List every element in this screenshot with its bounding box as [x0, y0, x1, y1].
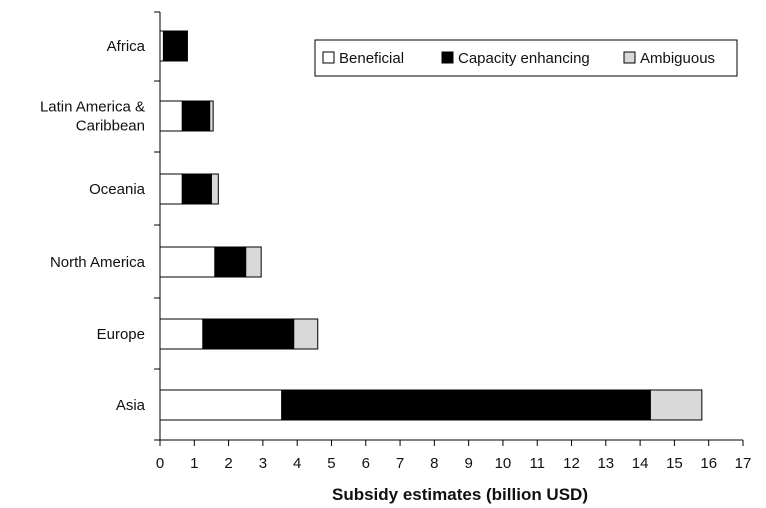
bar-segment [649, 389, 703, 421]
x-tick-label: 14 [632, 455, 649, 472]
bar-segment [293, 318, 319, 350]
bar-segment [202, 318, 295, 350]
legend: Beneficial Capacity enhancing Ambiguous [314, 39, 738, 77]
bar-segment [162, 30, 188, 62]
x-tick-label: 6 [362, 455, 370, 472]
bar-segment [159, 389, 283, 421]
x-tick-label: 17 [735, 455, 752, 472]
x-tick-label: 1 [190, 455, 198, 472]
category-label: Latin America & Caribbean [40, 99, 145, 135]
x-tick-label: 9 [464, 455, 472, 472]
category-labels: Africa Latin America & Caribbean Oceania Nor… [40, 38, 146, 414]
bar-segment [210, 173, 219, 205]
category-label: Asia [116, 397, 146, 414]
x-tick-label: 12 [563, 455, 580, 472]
bar-segment [159, 246, 216, 278]
x-tick-label: 13 [597, 455, 614, 472]
legend-swatch [322, 51, 335, 64]
category-label: Oceania [89, 181, 146, 198]
bar-segment [181, 100, 211, 132]
category-label: North America [50, 254, 146, 271]
legend-label: Beneficial [339, 50, 404, 67]
x-tick-label: 0 [156, 455, 164, 472]
legend-swatch [623, 51, 636, 64]
bar-segment [214, 246, 247, 278]
legend-label: Ambiguous [640, 50, 715, 67]
x-tick-label: 5 [327, 455, 335, 472]
x-axis-title: Subsidy estimates (billion USD) [332, 485, 588, 504]
x-tick-label: 3 [259, 455, 267, 472]
bar-segment [245, 246, 262, 278]
x-tick-label: 4 [293, 455, 301, 472]
bar-segment [159, 318, 204, 350]
legend-box [314, 39, 738, 77]
x-tick-label: 15 [666, 455, 683, 472]
x-tick-label: 8 [430, 455, 438, 472]
bar-segment [159, 173, 183, 205]
x-tick-label: 7 [396, 455, 404, 472]
bar-segment [159, 30, 164, 62]
bars-layer [159, 30, 703, 421]
x-tick-labels: 0 1 2 3 4 5 6 7 8 9 10 11 12 13 14 15 16 17 [156, 455, 752, 472]
bar-segment [209, 100, 214, 132]
x-tick-label: 16 [700, 455, 717, 472]
bar-segment [181, 173, 212, 205]
x-tick-label: 10 [495, 455, 512, 472]
bar-segment [159, 100, 183, 132]
bar-segment [281, 389, 651, 421]
legend-swatch [441, 51, 454, 64]
category-label: Africa [107, 38, 146, 55]
x-tick-label: 2 [224, 455, 232, 472]
axes-layer [154, 11, 744, 446]
legend-label: Capacity enhancing [458, 50, 590, 67]
x-tick-label: 11 [529, 455, 545, 472]
category-label: Europe [97, 326, 145, 343]
